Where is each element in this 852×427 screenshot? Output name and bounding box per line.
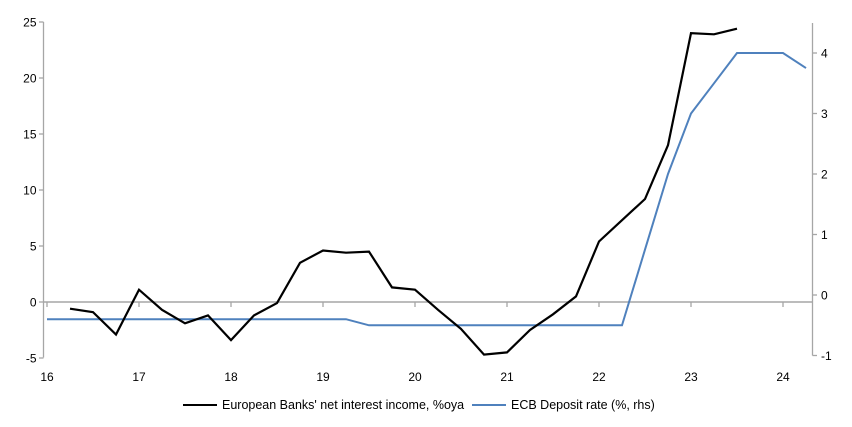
x-axis-tick-label: 23 bbox=[684, 370, 698, 384]
legend-line-swatch-blue bbox=[472, 404, 506, 406]
x-axis-tick-label: 21 bbox=[500, 370, 514, 384]
x-axis-tick-label: 19 bbox=[316, 370, 330, 384]
x-axis-tick-label: 22 bbox=[592, 370, 606, 384]
right-axis-tick-label: 4 bbox=[821, 46, 828, 60]
legend-item-net-interest-income: European Banks' net interest income, %oy… bbox=[183, 398, 464, 412]
left-axis-tick-label: -5 bbox=[26, 351, 37, 365]
legend-line-swatch-black bbox=[183, 404, 217, 406]
left-axis-tick-label: 15 bbox=[23, 127, 37, 141]
x-axis-tick-label: 24 bbox=[776, 370, 790, 384]
x-axis-tick-label: 17 bbox=[132, 370, 146, 384]
right-axis-tick-label: 3 bbox=[821, 107, 828, 121]
x-axis-tick-label: 20 bbox=[408, 370, 422, 384]
legend-label-net-interest-income: European Banks' net interest income, %oy… bbox=[222, 398, 465, 412]
left-axis-tick-label: 0 bbox=[30, 295, 37, 309]
chart-legend: European Banks' net interest income, %oy… bbox=[0, 395, 852, 415]
left-axis-tick-label: 20 bbox=[23, 71, 37, 85]
x-axis-tick-label: 18 bbox=[224, 370, 238, 384]
series-line-ecb-deposit-rate bbox=[47, 52, 807, 327]
series-layer bbox=[47, 27, 807, 356]
left-axis-tick-label: 25 bbox=[23, 15, 37, 29]
right-axis-tick-label: 1 bbox=[821, 228, 828, 242]
left-axis-tick-label: 5 bbox=[30, 239, 37, 253]
series-line-net-interest-income bbox=[69, 27, 738, 356]
right-axis-tick-label: 0 bbox=[821, 288, 828, 302]
legend-item-ecb-deposit-rate: ECB Deposit rate (%, rhs) bbox=[472, 398, 655, 412]
right-axis-tick-label: 2 bbox=[821, 167, 828, 181]
right-axis-tick-label: -1 bbox=[821, 349, 832, 363]
legend-label-ecb-deposit-rate: ECB Deposit rate (%, rhs) bbox=[511, 398, 655, 412]
x-axis-tick-label: 16 bbox=[40, 370, 54, 384]
left-axis-tick-label: 10 bbox=[23, 183, 37, 197]
